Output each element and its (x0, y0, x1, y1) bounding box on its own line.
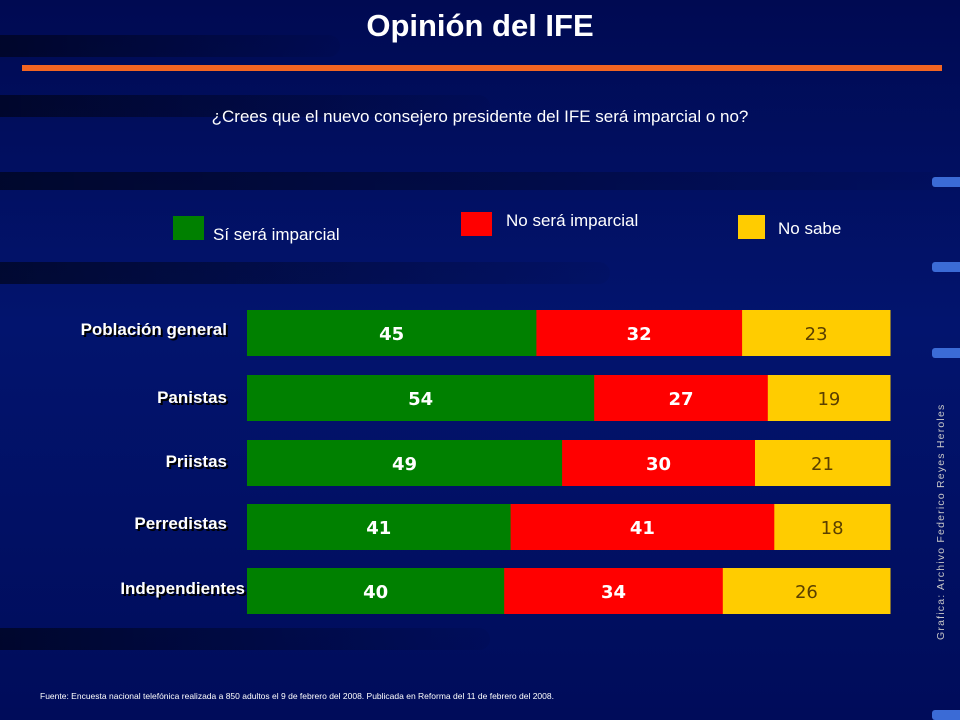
decorative-dash (932, 348, 960, 358)
category-label-panistas: Panistas (157, 388, 227, 407)
data-label-no-4: 34 (601, 582, 626, 603)
survey-question: ¿Crees que el nuevo consejero presidente… (211, 107, 749, 126)
source-footnote: Fuente: Encuesta nacional telefónica rea… (40, 691, 554, 701)
chart-title: Opinión del IFE (366, 8, 594, 43)
photo-credit: Grafica: Archivo Federico Reyes Heroles (935, 403, 947, 640)
legend-swatch-si (173, 216, 204, 240)
bar-si-4 (247, 568, 505, 614)
data-label-nosabe-0: 23 (805, 324, 828, 345)
legend-item-no: No será imparcial (461, 211, 639, 236)
data-label-no-1: 27 (668, 389, 693, 410)
decorative-dash (932, 710, 960, 720)
decorative-dash (932, 177, 960, 187)
data-label-nosabe-1: 19 (817, 389, 840, 410)
bar-nosabe-1 (767, 375, 891, 421)
bar-nosabe-3 (774, 504, 891, 550)
background-streak (0, 172, 940, 190)
data-label-si-4: 40 (363, 582, 388, 603)
background-streak (0, 95, 490, 117)
data-label-no-2: 30 (646, 454, 671, 475)
data-label-nosabe-4: 26 (795, 582, 818, 603)
data-label-si-1: 54 (408, 389, 433, 410)
bar-si-0 (247, 310, 537, 356)
data-label-no-3: 41 (630, 518, 655, 539)
bar-nosabe-0 (742, 310, 891, 356)
data-label-nosabe-2: 21 (811, 454, 834, 475)
bar-no-2 (562, 440, 756, 486)
category-label-poblacion-general: Población general (80, 320, 227, 339)
decorative-dash (932, 262, 960, 272)
data-label-si-3: 41 (366, 518, 391, 539)
bar-nosabe-4 (722, 568, 891, 614)
category-label-independientes: Independientes (120, 579, 245, 598)
bar-si-2 (247, 440, 563, 486)
legend-swatch-nosabe (738, 215, 765, 239)
title-underline (22, 65, 942, 71)
background-streak (0, 35, 340, 57)
bar-si-1 (247, 375, 595, 421)
legend-item-si: Sí será imparcial (173, 211, 340, 245)
data-label-si-2: 49 (392, 454, 417, 475)
background-streak (0, 262, 610, 284)
data-label-si-0: 45 (379, 324, 404, 345)
bar-nosabe-2 (755, 440, 891, 486)
data-label-nosabe-3: 18 (821, 518, 844, 539)
legend-label-nosabe: No sabe (778, 219, 842, 238)
category-label-perredistas: Perredistas (134, 514, 227, 533)
bar-no-1 (594, 375, 769, 421)
bar-si-3 (247, 504, 512, 550)
legend-label-si: Sí será imparcial (213, 225, 340, 244)
data-label-no-0: 32 (627, 324, 652, 345)
category-label-priistas: Priistas (165, 452, 227, 471)
legend-item-nosabe: No sabe (738, 215, 841, 239)
bar-no-3 (510, 504, 775, 550)
background-streak (0, 628, 490, 650)
legend-swatch-no (461, 212, 492, 236)
bar-no-4 (504, 568, 724, 614)
legend-label-no: No será imparcial (506, 211, 639, 230)
bar-no-0 (536, 310, 743, 356)
